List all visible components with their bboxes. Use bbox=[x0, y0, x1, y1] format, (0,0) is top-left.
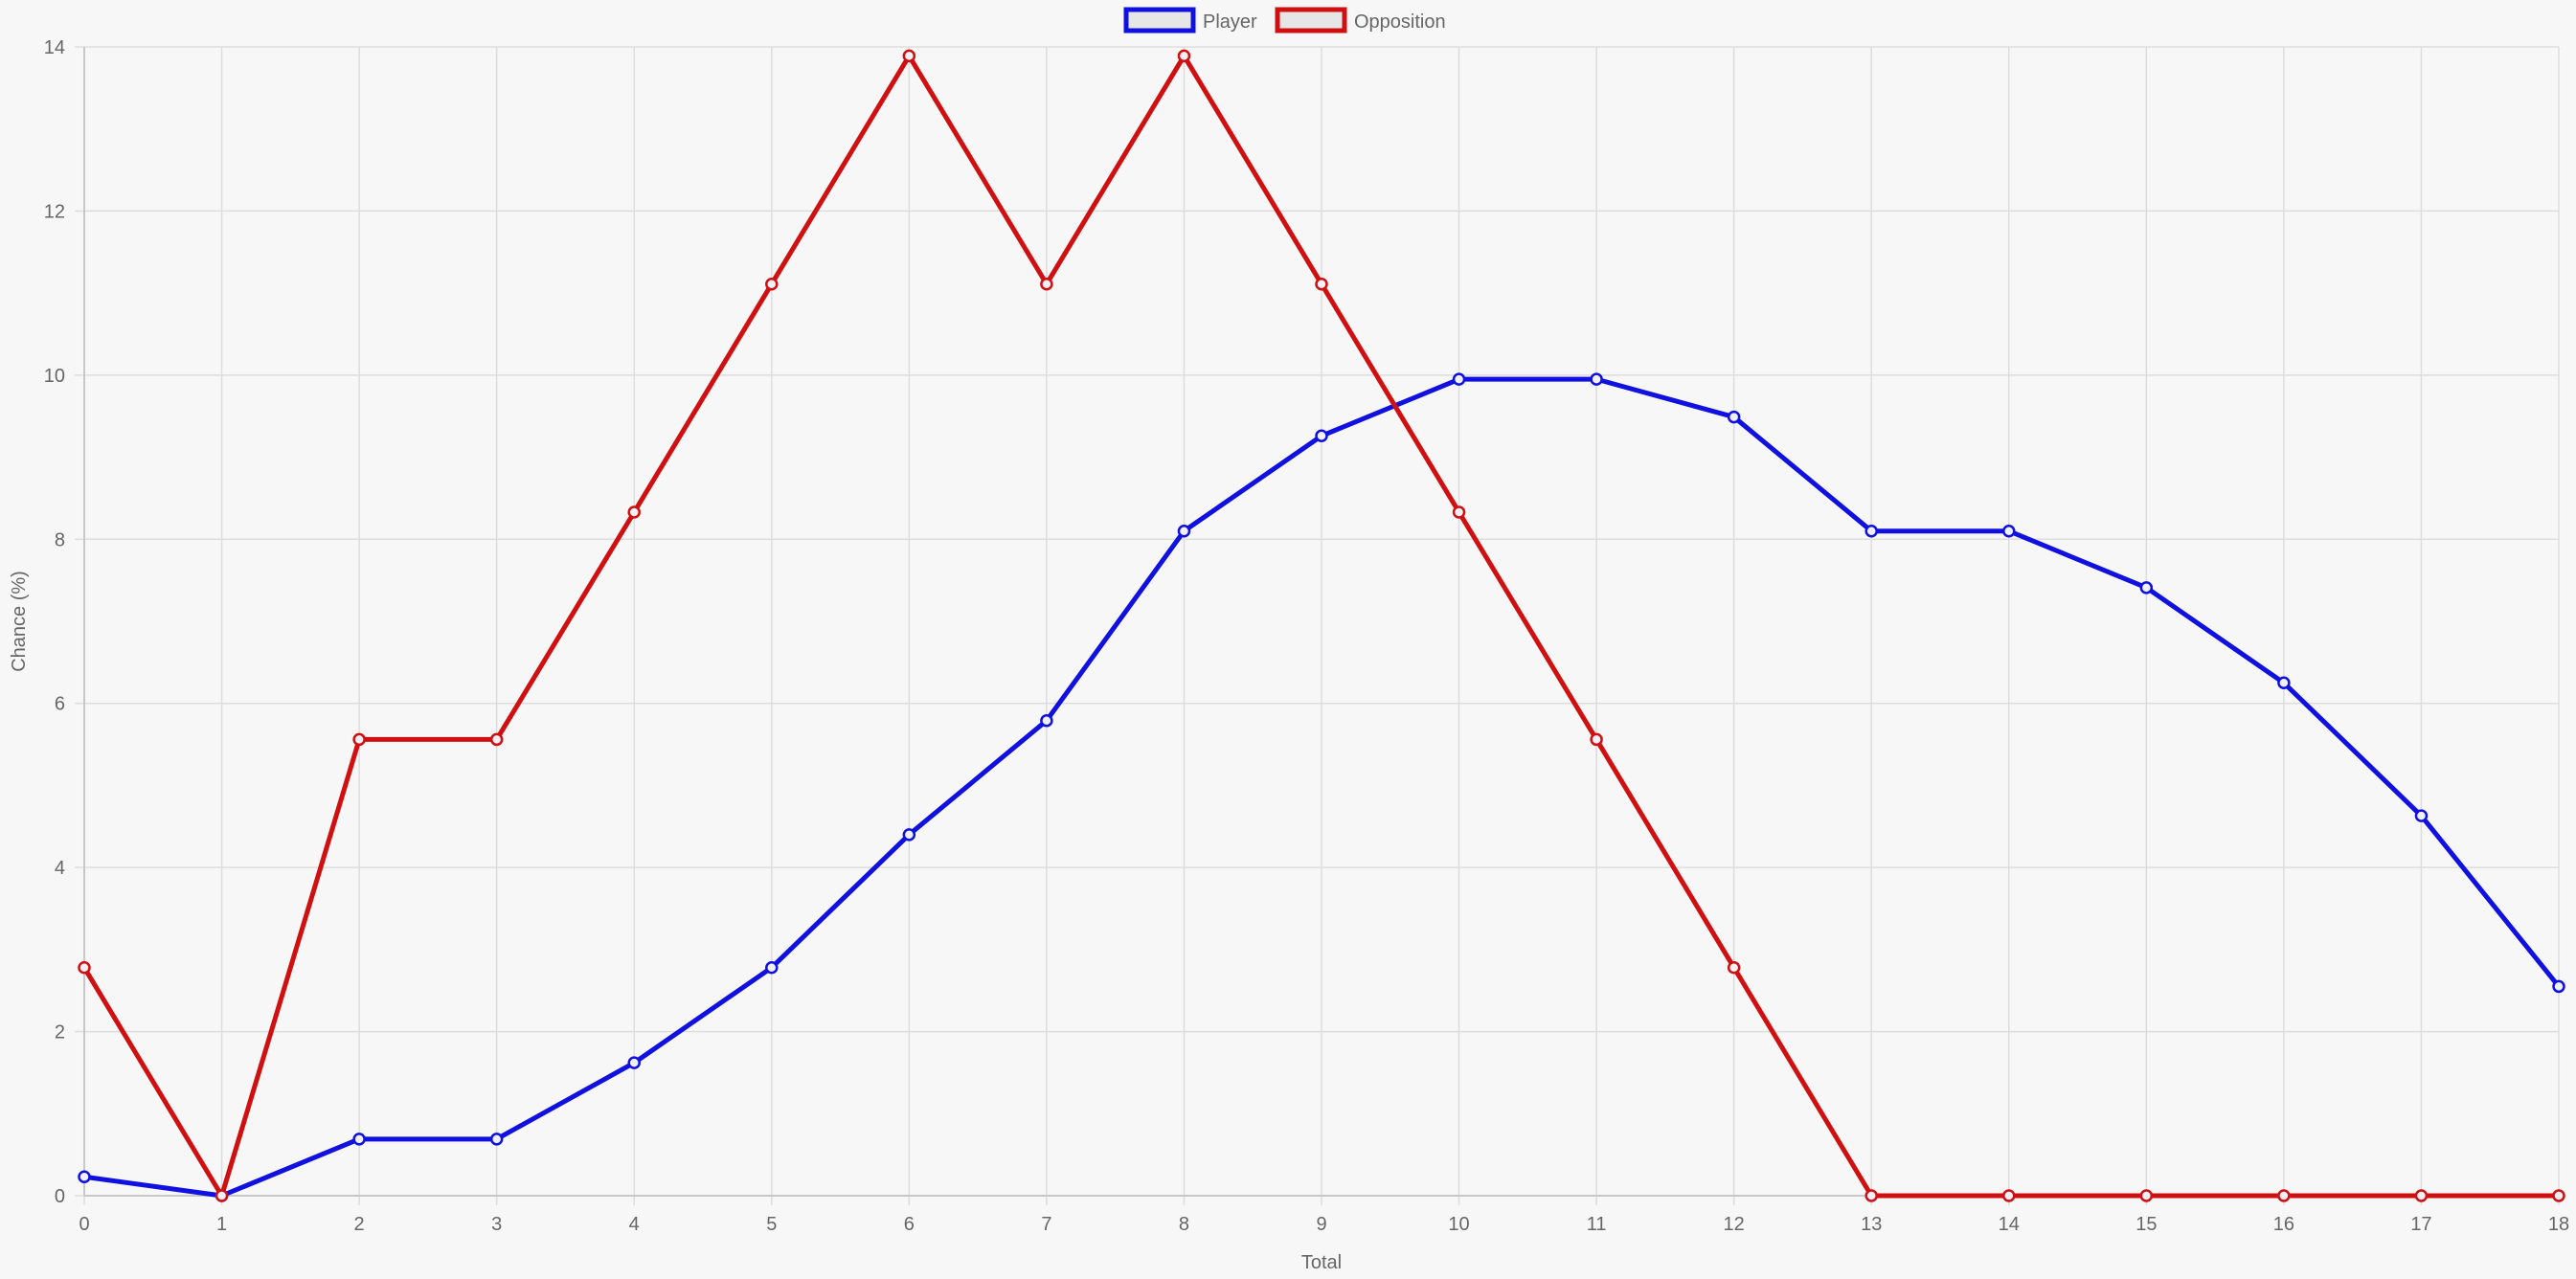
data-point[interactable] bbox=[765, 277, 779, 291]
data-point[interactable] bbox=[2414, 1189, 2429, 1202]
x-tick-label: 13 bbox=[1861, 1214, 1882, 1235]
y-tick-label: 4 bbox=[55, 858, 65, 879]
data-point[interactable] bbox=[1864, 524, 1878, 538]
data-point[interactable] bbox=[78, 960, 91, 975]
y-axis-title: Chance (%) bbox=[9, 571, 30, 672]
x-tick-label: 7 bbox=[1041, 1214, 1051, 1235]
series bbox=[78, 49, 2565, 1202]
x-tick-label: 10 bbox=[1448, 1214, 1469, 1235]
data-point[interactable] bbox=[1315, 277, 1328, 291]
x-tick-label: 16 bbox=[2273, 1214, 2294, 1235]
data-point[interactable] bbox=[1177, 524, 1191, 538]
y-tick-label: 14 bbox=[44, 37, 65, 58]
x-tick-label: 11 bbox=[1587, 1214, 1607, 1235]
data-point[interactable] bbox=[1040, 713, 1053, 728]
data-point[interactable] bbox=[1040, 277, 1053, 291]
data-point[interactable] bbox=[627, 505, 641, 519]
y-tick-label: 10 bbox=[44, 366, 65, 387]
data-point[interactable] bbox=[2002, 524, 2016, 538]
y-tick-label: 2 bbox=[55, 1022, 65, 1043]
legend-label: Player bbox=[1203, 11, 1257, 33]
legend-swatch bbox=[1275, 7, 1347, 34]
data-point[interactable] bbox=[765, 960, 779, 975]
data-point[interactable] bbox=[1727, 960, 1741, 975]
y-tick-label: 8 bbox=[55, 529, 65, 550]
data-point[interactable] bbox=[2414, 809, 2429, 822]
data-point[interactable] bbox=[1452, 505, 1466, 519]
data-point[interactable] bbox=[352, 1133, 366, 1146]
x-tick-label: 12 bbox=[1724, 1214, 1745, 1235]
data-point[interactable] bbox=[1864, 1189, 1878, 1202]
data-point[interactable] bbox=[1177, 49, 1191, 63]
x-tick-label: 1 bbox=[216, 1214, 227, 1235]
data-point[interactable] bbox=[352, 732, 366, 747]
x-tick-label: 8 bbox=[1179, 1214, 1189, 1235]
y-tick-label: 12 bbox=[44, 201, 65, 222]
data-point[interactable] bbox=[489, 1133, 504, 1146]
x-axis-title: Total bbox=[1301, 1252, 1342, 1273]
data-point[interactable] bbox=[2552, 1189, 2565, 1202]
x-tick-label: 3 bbox=[491, 1214, 502, 1235]
legend-label: Opposition bbox=[1354, 11, 1446, 33]
x-tick-label: 9 bbox=[1316, 1214, 1326, 1235]
x-tick-label: 2 bbox=[354, 1214, 365, 1235]
data-point[interactable] bbox=[1727, 410, 1741, 424]
data-point[interactable] bbox=[78, 1170, 91, 1184]
grid bbox=[75, 46, 2560, 1205]
data-point[interactable] bbox=[2277, 676, 2291, 690]
data-point[interactable] bbox=[1590, 732, 1603, 747]
x-tick-label: 18 bbox=[2548, 1214, 2569, 1235]
data-point[interactable] bbox=[2277, 1189, 2291, 1202]
x-tick-label: 6 bbox=[904, 1214, 915, 1235]
series-opposition bbox=[78, 49, 2565, 1202]
data-point[interactable] bbox=[1315, 429, 1328, 443]
axes: 0 1 2 3 4 5 6 7 8 9 10 11 12 13 14 15 16 17 1802468101214T… bbox=[9, 37, 2569, 1273]
data-point[interactable] bbox=[215, 1189, 229, 1202]
legend-item-player[interactable]: Player bbox=[1123, 7, 1257, 34]
data-point[interactable] bbox=[1590, 372, 1603, 386]
data-point[interactable] bbox=[902, 828, 916, 841]
legend-item-opposition[interactable]: Opposition bbox=[1275, 7, 1446, 34]
x-tick-label: 15 bbox=[2135, 1214, 2157, 1235]
data-point[interactable] bbox=[627, 1056, 641, 1069]
x-tick-label: 4 bbox=[629, 1214, 640, 1235]
y-tick-label: 0 bbox=[55, 1186, 65, 1207]
legend-swatch bbox=[1123, 7, 1196, 34]
x-tick-label: 0 bbox=[79, 1214, 89, 1235]
y-tick-label: 6 bbox=[55, 694, 65, 715]
data-point[interactable] bbox=[2002, 1189, 2016, 1202]
legend: Player Opposition bbox=[1123, 7, 1446, 34]
data-point[interactable] bbox=[902, 49, 916, 63]
data-point[interactable] bbox=[2139, 1189, 2154, 1202]
data-point[interactable] bbox=[1452, 372, 1466, 386]
x-tick-label: 17 bbox=[2410, 1214, 2431, 1235]
x-tick-label: 14 bbox=[1999, 1214, 2020, 1235]
x-tick-label: 5 bbox=[766, 1214, 777, 1235]
data-point[interactable] bbox=[489, 732, 504, 747]
data-point[interactable] bbox=[2552, 979, 2565, 994]
data-point[interactable] bbox=[2139, 581, 2154, 595]
